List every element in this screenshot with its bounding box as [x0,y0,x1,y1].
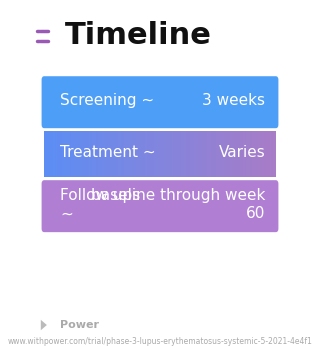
Text: 3 weeks: 3 weeks [202,93,265,108]
Text: Screening ~: Screening ~ [60,93,154,108]
FancyBboxPatch shape [42,180,278,232]
Text: Timeline: Timeline [65,21,212,50]
Text: baseline through week
60: baseline through week 60 [91,188,265,221]
FancyBboxPatch shape [42,76,278,128]
Text: Follow ups
~: Follow ups ~ [60,188,140,221]
Text: www.withpower.com/trial/phase-3-lupus-erythematosus-systemic-5-2021-4e4f1: www.withpower.com/trial/phase-3-lupus-er… [8,337,312,346]
Text: Varies: Varies [219,145,265,160]
Polygon shape [41,320,47,330]
Text: Power: Power [60,320,99,330]
Text: Treatment ~: Treatment ~ [60,145,156,160]
